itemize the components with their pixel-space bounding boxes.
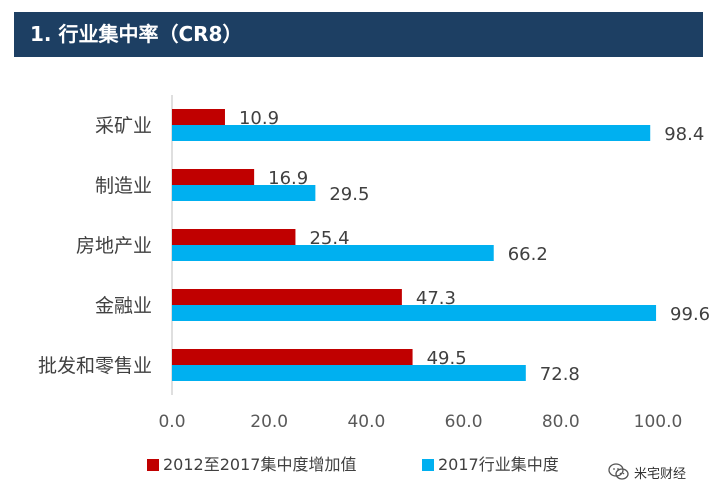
legend-swatch (422, 459, 434, 471)
data-label: 66.2 (508, 244, 548, 265)
watermark-text: 米宅财经 (634, 466, 687, 482)
x-tick-label: 60.0 (445, 412, 483, 432)
data-label: 29.5 (329, 184, 369, 205)
bar-level2017 (172, 365, 526, 381)
data-label: 72.8 (540, 364, 580, 385)
legend-swatch (147, 459, 159, 471)
watermark: 米宅财经 (608, 460, 686, 484)
x-tick-label: 0.0 (158, 412, 185, 432)
bar-increase (172, 229, 296, 245)
category-label: 批发和零售业 (38, 355, 152, 377)
legend-label: 2012至2017集中度增加值 (163, 455, 356, 474)
data-label: 47.3 (416, 288, 456, 309)
header-bar: 1. 行业集中率（CR8） (14, 12, 703, 57)
data-label: 25.4 (309, 228, 349, 249)
category-label: 房地产业 (76, 235, 152, 257)
category-label: 制造业 (95, 175, 152, 197)
bar-level2017 (172, 245, 494, 261)
legend-label: 2017行业集中度 (438, 455, 559, 474)
x-tick-label: 80.0 (542, 412, 580, 432)
bar-increase (172, 289, 402, 305)
data-label: 10.9 (239, 108, 279, 129)
bar-level2017 (172, 125, 651, 141)
x-tick-label: 20.0 (250, 412, 288, 432)
data-label: 49.5 (427, 348, 467, 369)
x-tick-label: 40.0 (347, 412, 385, 432)
data-label: 99.6 (670, 304, 710, 325)
data-label: 98.4 (664, 124, 704, 145)
page-title: 1. 行业集中率（CR8） (30, 22, 243, 46)
wechat-icon (608, 463, 629, 480)
data-label: 16.9 (268, 168, 308, 189)
bar-level2017 (172, 305, 657, 321)
bar-increase (172, 109, 225, 125)
category-label: 采矿业 (95, 115, 152, 137)
bar-level2017 (172, 185, 316, 201)
category-label: 金融业 (95, 295, 152, 317)
bar-increase (172, 169, 255, 185)
bar-increase (172, 349, 413, 365)
x-tick-label: 100.0 (634, 412, 683, 432)
